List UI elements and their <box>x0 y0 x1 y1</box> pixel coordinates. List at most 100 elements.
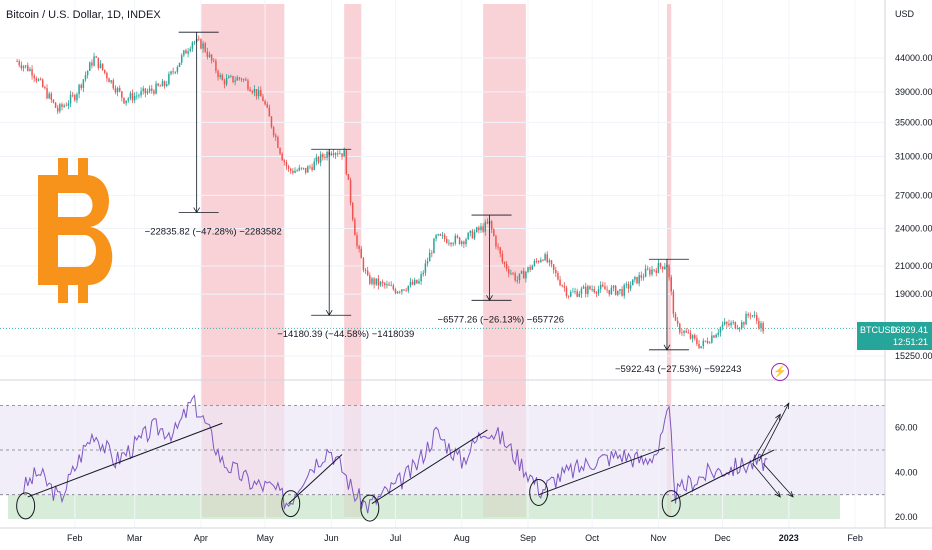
currency-label: USD <box>895 9 915 19</box>
candle-body <box>713 335 715 338</box>
price-tick-label: 27000.00 <box>895 190 932 200</box>
candle-body <box>317 157 320 163</box>
candle-body <box>285 162 288 167</box>
candle-body <box>460 241 463 244</box>
price-tick-label: 15250.00 <box>895 351 932 361</box>
candle-body <box>700 346 702 348</box>
rsi-projection-arrow-1 <box>758 402 790 462</box>
candle-body <box>570 292 572 297</box>
measure-arrowhead-3 <box>663 344 671 351</box>
measure-label-1: −14180.39 (−44.58%) −1418039 <box>277 329 414 340</box>
candle-body <box>572 291 574 293</box>
candle-body <box>110 80 112 83</box>
candle-body <box>465 239 467 245</box>
candle-body <box>172 71 174 73</box>
candle-body <box>345 150 348 175</box>
candle-body <box>257 90 260 97</box>
candle-body <box>339 153 341 155</box>
time-tick-label: Apr <box>194 533 208 543</box>
candle-body <box>527 267 529 272</box>
candle-body <box>734 321 737 329</box>
candle-body <box>234 80 236 82</box>
candle-body <box>490 221 493 230</box>
candle-body <box>178 62 181 67</box>
candle-body <box>661 266 664 270</box>
candle-body <box>300 167 303 169</box>
candle-body <box>559 279 561 286</box>
candle-body <box>760 323 762 329</box>
candle-body <box>428 252 431 262</box>
candle-body <box>369 275 371 284</box>
candle-body <box>168 74 170 85</box>
candle-body <box>238 77 241 79</box>
candle-body <box>279 147 281 154</box>
candle-body <box>163 81 166 86</box>
candle-body <box>625 283 628 285</box>
candle-body <box>377 278 380 286</box>
candle-body <box>653 269 655 271</box>
candle-body <box>193 41 196 43</box>
candle-body <box>294 170 296 173</box>
last-price: 16829.41 <box>890 325 928 335</box>
candle-body <box>741 322 743 328</box>
time-tick-label: Aug <box>454 533 470 543</box>
candle-body <box>148 88 151 92</box>
candle-body <box>565 287 568 296</box>
candle-body <box>439 234 442 236</box>
candle-body <box>435 235 437 239</box>
candle-body <box>544 254 546 261</box>
lightning-event-icon[interactable]: ⚡ <box>771 363 789 381</box>
candle-body <box>552 264 555 270</box>
candle-body <box>142 88 144 92</box>
candle-body <box>185 50 187 54</box>
rsi-circle-1 <box>281 490 301 518</box>
candle-body <box>93 56 95 66</box>
measure-arrowhead-1 <box>325 310 333 316</box>
candle-body <box>486 222 489 224</box>
candle-body <box>37 79 40 81</box>
candle-body <box>437 234 439 236</box>
candle-body <box>542 259 544 261</box>
candle-body <box>354 219 356 236</box>
candle-body <box>56 107 59 112</box>
candle-body <box>463 241 465 245</box>
candle-body <box>95 56 97 58</box>
candle-body <box>390 285 392 287</box>
candle-body <box>84 75 87 80</box>
candle-body <box>219 74 221 78</box>
time-tick-label: Mar <box>127 533 143 543</box>
candle-body <box>446 239 448 244</box>
rsi-arrowhead-2 <box>774 491 781 498</box>
candle-body <box>341 153 343 157</box>
candle-body <box>337 153 339 155</box>
candle-body <box>18 61 20 66</box>
candle-body <box>138 95 140 97</box>
candle-body <box>426 261 429 264</box>
candle-body <box>726 322 728 324</box>
candle-body <box>176 66 179 72</box>
time-axis: Feb Mar Apr May Jun Jul Aug Sep Oct Nov Dec 2023 Feb <box>67 533 863 543</box>
rsi-pane <box>21 394 768 514</box>
candle-body <box>546 254 548 263</box>
candle-body <box>330 153 333 156</box>
candle-body <box>642 276 645 278</box>
candle-body <box>443 235 446 240</box>
symbol-label: BTCUSD <box>860 325 898 335</box>
candle-body <box>319 154 322 163</box>
candle-body <box>587 286 589 294</box>
candle-body <box>537 261 540 263</box>
candle-body <box>106 72 108 79</box>
candle-body <box>76 94 78 101</box>
candle-body <box>743 322 745 325</box>
candle-body <box>215 60 217 71</box>
candle-body <box>732 321 734 323</box>
time-tick-label: Nov <box>650 533 667 543</box>
candle-body <box>296 170 298 172</box>
candle-body <box>535 260 538 262</box>
candle-body <box>44 87 46 89</box>
candle-body <box>467 232 469 240</box>
candle-body <box>454 235 457 244</box>
candle-body <box>255 89 258 97</box>
candle-body <box>649 269 651 275</box>
rsi-circle-0 <box>16 492 36 520</box>
